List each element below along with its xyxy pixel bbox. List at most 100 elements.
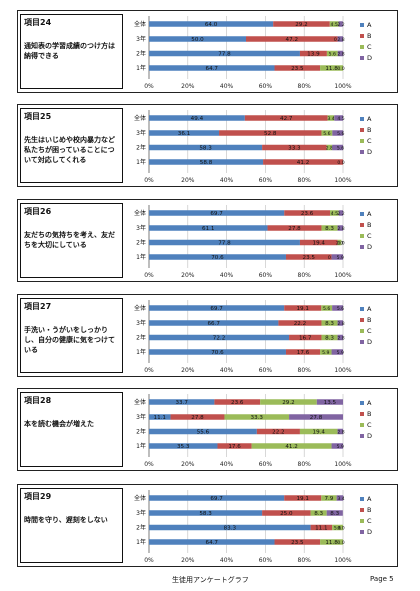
x-tick-label: 100% bbox=[334, 83, 351, 90]
data-label: 5.9 bbox=[337, 444, 344, 450]
question-box: 項目26 友だちの気持ちを考え、友だちを大切にしている bbox=[20, 203, 123, 278]
bar-segment-b bbox=[246, 36, 338, 42]
x-tick-label: 20% bbox=[181, 461, 195, 468]
category-label: 3年 bbox=[136, 224, 146, 232]
bar-segment-d bbox=[338, 210, 343, 216]
x-tick-label: 80% bbox=[298, 461, 312, 468]
legend-label: B bbox=[367, 221, 371, 229]
bar-segment-d bbox=[338, 21, 343, 27]
data-label: 69.7 bbox=[210, 306, 223, 312]
question-text: 通知表の学習成績のつけ方は納得できる bbox=[24, 42, 115, 60]
data-label: 5.6 bbox=[337, 131, 344, 137]
bar-segment-a bbox=[149, 305, 285, 311]
legend-swatch-b bbox=[360, 318, 364, 322]
x-tick-label: 80% bbox=[298, 272, 312, 279]
legend-swatch-c bbox=[360, 45, 364, 49]
data-label: 61.1 bbox=[202, 226, 215, 232]
data-label: 41.2 bbox=[297, 160, 309, 166]
bar-segment-d bbox=[331, 254, 343, 260]
item-number: 項目24 bbox=[24, 18, 52, 27]
data-label: 23.6 bbox=[301, 211, 314, 217]
bar-segment-c bbox=[260, 399, 317, 405]
data-label: 2.8 bbox=[337, 430, 344, 436]
data-label: 64.7 bbox=[206, 66, 219, 72]
data-label: 55.6 bbox=[197, 430, 210, 436]
data-label: 13.5 bbox=[324, 400, 337, 406]
x-tick-label: 20% bbox=[181, 177, 195, 184]
data-label: 22.2 bbox=[272, 430, 284, 436]
legend-label: C bbox=[367, 327, 372, 335]
x-tick-label: 40% bbox=[220, 367, 234, 374]
bar-segment-d bbox=[332, 144, 343, 151]
stacked-bar-chart: 0% 20% 40% 60% 80% 100% 全体 33.7 23.6 29.2 13.5 3年 11… bbox=[134, 394, 372, 468]
data-label: 2.8 bbox=[326, 146, 333, 152]
x-tick-label: 40% bbox=[220, 177, 234, 184]
data-label: 23.5 bbox=[291, 540, 304, 546]
bar-segment-b bbox=[273, 21, 330, 27]
data-label: 0.0 bbox=[337, 526, 344, 532]
data-label: 4.5 bbox=[331, 22, 338, 28]
data-label: 47.2 bbox=[286, 37, 298, 43]
data-label: 83.3 bbox=[224, 526, 237, 532]
data-label: 23.5 bbox=[303, 255, 316, 261]
bar-segment-c bbox=[326, 50, 338, 57]
data-label: 11.1 bbox=[154, 415, 167, 421]
data-label: 4.5 bbox=[337, 116, 344, 122]
legend-label: D bbox=[367, 54, 372, 62]
bar-segment-a bbox=[149, 210, 285, 216]
survey-item-panel: 項目29 時間を守り、遅刻をしない 0% 20% 40% 60% 80% 100% 全体 69.7… bbox=[17, 484, 398, 567]
page-number: Page 5 bbox=[370, 575, 394, 583]
data-label: 35.3 bbox=[177, 444, 190, 450]
question-box: 項目27 手洗い・うがいをしっかりし、自分の健康に気をつけている bbox=[20, 298, 123, 373]
data-label: 5.6 bbox=[329, 52, 336, 58]
category-label: 3年 bbox=[136, 35, 146, 43]
category-label: 2年 bbox=[136, 428, 146, 436]
bar-segment-a bbox=[149, 115, 245, 121]
bar-segment-a bbox=[149, 510, 263, 516]
data-label: 8.3 bbox=[325, 321, 334, 327]
x-tick-label: 60% bbox=[259, 83, 273, 90]
bar-segment-a bbox=[149, 65, 275, 71]
bar-segment-b bbox=[217, 443, 252, 449]
category-label: 2年 bbox=[136, 144, 146, 152]
bar-segment-a bbox=[149, 130, 220, 136]
bar-segment-b bbox=[263, 159, 343, 165]
x-tick-label: 40% bbox=[220, 557, 234, 564]
data-label: 11.8 bbox=[325, 66, 338, 72]
bar-segment-c bbox=[332, 524, 343, 531]
stacked-bar-chart: 0% 20% 40% 60% 80% 100% 全体 69.7 19.1 7.9 3.4 3年 58.3… bbox=[134, 490, 372, 564]
bar-segment-a bbox=[149, 349, 286, 355]
x-tick-label: 80% bbox=[298, 83, 312, 90]
category-label: 3年 bbox=[136, 319, 146, 327]
category-label: 1年 bbox=[136, 158, 146, 166]
data-label: 29.2 bbox=[295, 22, 307, 28]
survey-item-panel: 項目24 通知表の学習成績のつけ方は納得できる 0% 20% 40% 60% 80% 100%… bbox=[17, 10, 398, 93]
data-label: 16.7 bbox=[299, 336, 312, 342]
data-label: 52.8 bbox=[264, 131, 277, 137]
legend-label: A bbox=[367, 210, 372, 218]
data-label: 11.8 bbox=[325, 540, 338, 546]
data-label: 19.4 bbox=[313, 241, 326, 247]
legend-label: A bbox=[367, 495, 372, 503]
x-tick-label: 0% bbox=[144, 557, 154, 564]
footer-title: 生徒用アンケートグラフ bbox=[172, 576, 249, 584]
bar-segment-a bbox=[149, 144, 263, 151]
category-label: 3年 bbox=[136, 509, 146, 517]
data-label: 29.2 bbox=[282, 400, 294, 406]
bar-segment-a bbox=[149, 50, 300, 57]
survey-item-panel: 項目27 手洗い・うがいをしっかりし、自分の健康に気をつけている 0% 20% 40% 6… bbox=[17, 294, 398, 377]
legend-swatch-a bbox=[360, 117, 364, 121]
category-label: 1年 bbox=[136, 64, 146, 72]
category-label: 全体 bbox=[134, 304, 146, 312]
bar-segment-c bbox=[321, 305, 333, 311]
x-tick-label: 20% bbox=[181, 557, 195, 564]
question-box: 項目29 時間を守り、遅刻をしない bbox=[20, 488, 123, 563]
legend-label: A bbox=[367, 305, 372, 313]
legend-swatch-d bbox=[360, 434, 364, 438]
bar-segment-d bbox=[337, 334, 343, 341]
legend-swatch-c bbox=[360, 329, 364, 333]
category-label: 3年 bbox=[136, 413, 146, 421]
x-tick-label: 0% bbox=[144, 461, 154, 468]
x-tick-label: 40% bbox=[220, 272, 234, 279]
data-label: 72.2 bbox=[213, 336, 225, 342]
